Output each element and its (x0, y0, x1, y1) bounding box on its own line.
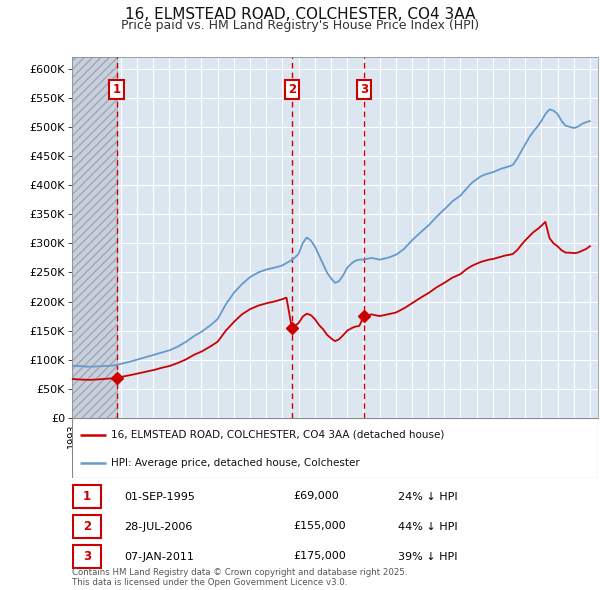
Text: 2: 2 (288, 83, 296, 96)
Text: 3: 3 (360, 83, 368, 96)
Text: 07-JAN-2011: 07-JAN-2011 (125, 552, 194, 562)
Text: HPI: Average price, detached house, Colchester: HPI: Average price, detached house, Colc… (112, 458, 360, 468)
Text: 16, ELMSTEAD ROAD, COLCHESTER, CO4 3AA: 16, ELMSTEAD ROAD, COLCHESTER, CO4 3AA (125, 7, 475, 22)
Text: £175,000: £175,000 (293, 552, 346, 562)
Text: 1: 1 (83, 490, 91, 503)
Text: 01-SEP-1995: 01-SEP-1995 (125, 491, 196, 502)
Text: Price paid vs. HM Land Registry's House Price Index (HPI): Price paid vs. HM Land Registry's House … (121, 19, 479, 32)
Bar (73, 485, 101, 508)
Text: 39% ↓ HPI: 39% ↓ HPI (398, 552, 458, 562)
Text: 16, ELMSTEAD ROAD, COLCHESTER, CO4 3AA (detached house): 16, ELMSTEAD ROAD, COLCHESTER, CO4 3AA (… (112, 430, 445, 440)
Text: 1: 1 (112, 83, 121, 96)
Text: Contains HM Land Registry data © Crown copyright and database right 2025.
This d: Contains HM Land Registry data © Crown c… (72, 568, 407, 587)
Bar (73, 515, 101, 538)
Text: 28-JUL-2006: 28-JUL-2006 (125, 522, 193, 532)
Bar (72, 57, 116, 418)
Text: 24% ↓ HPI: 24% ↓ HPI (398, 491, 458, 502)
Text: 2: 2 (83, 520, 91, 533)
Text: 3: 3 (83, 550, 91, 563)
Text: £69,000: £69,000 (293, 491, 338, 502)
Text: £155,000: £155,000 (293, 522, 346, 532)
Bar (73, 545, 101, 568)
Text: 44% ↓ HPI: 44% ↓ HPI (398, 522, 458, 532)
